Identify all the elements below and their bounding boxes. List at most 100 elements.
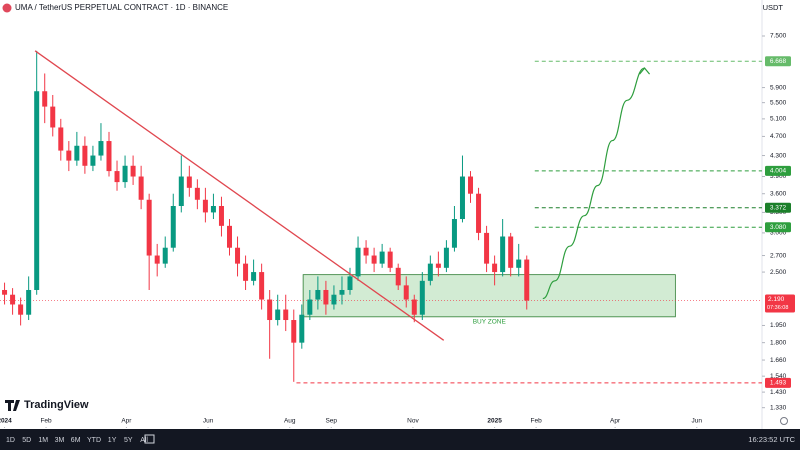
candle-body bbox=[2, 289, 8, 295]
y-tick-label: 1.330 bbox=[770, 404, 787, 411]
range-button[interactable]: 1M bbox=[38, 437, 48, 444]
candle-body bbox=[251, 272, 257, 281]
candle-body bbox=[411, 299, 417, 315]
toolbar bbox=[0, 429, 800, 450]
candle-body bbox=[476, 193, 482, 233]
candle-body bbox=[387, 251, 393, 268]
date-range-icon[interactable] bbox=[144, 434, 155, 444]
x-tick-label: Feb bbox=[531, 418, 543, 425]
y-tick-label: 1.950 bbox=[770, 322, 787, 329]
x-tick-label: Nov bbox=[407, 418, 419, 425]
candle-body bbox=[508, 236, 514, 268]
y-tick-label: 2.500 bbox=[770, 269, 787, 276]
candle-body bbox=[226, 225, 232, 248]
y-tick-label: 5.900 bbox=[770, 84, 787, 91]
candle-body bbox=[235, 247, 241, 264]
level-badge bbox=[765, 377, 791, 388]
candle-body bbox=[283, 309, 289, 321]
range-button[interactable]: 1D bbox=[6, 437, 15, 444]
x-tick-label: Jun bbox=[692, 418, 703, 425]
range-button[interactable]: YTD bbox=[87, 437, 101, 444]
level-badge bbox=[765, 56, 791, 67]
range-button[interactable]: All bbox=[140, 437, 148, 444]
candle-body bbox=[524, 259, 530, 301]
candle-body bbox=[315, 289, 321, 300]
candle-body bbox=[74, 145, 80, 161]
brand-logo: TradingView bbox=[5, 399, 89, 411]
symbol-icon bbox=[2, 3, 12, 13]
range-button[interactable]: 1Y bbox=[108, 437, 117, 444]
candle-body bbox=[347, 276, 353, 290]
symbol-title: UMA / TetherUS PERPETUAL CONTRACT · 1D ·… bbox=[15, 3, 228, 12]
candle-body bbox=[146, 199, 152, 256]
x-tick-label: Sep bbox=[325, 418, 337, 425]
y-tick-label: 3.900 bbox=[770, 173, 787, 180]
currency: USDT bbox=[763, 3, 784, 12]
plot: BUY ZONE 7.500 5.900 5.500 5.100 4.700 4.300 3.… bbox=[0, 33, 795, 428]
level-label: 3.372 bbox=[770, 204, 787, 211]
projection-arrow bbox=[639, 67, 651, 75]
candle-body bbox=[395, 267, 401, 286]
candle-body bbox=[210, 206, 216, 213]
candle-body bbox=[516, 259, 522, 268]
candle-body bbox=[34, 91, 40, 290]
y-tick-label: 5.500 bbox=[770, 99, 787, 106]
projection-path bbox=[542, 67, 645, 300]
candle-body bbox=[427, 263, 433, 281]
level-label: 1.493 bbox=[770, 380, 787, 387]
x-tick-label: Apr bbox=[121, 418, 132, 425]
candle-body bbox=[106, 141, 112, 172]
candle-body bbox=[371, 255, 377, 264]
level-badge bbox=[765, 202, 791, 213]
y-tick-label: 7.500 bbox=[770, 33, 787, 40]
candle-body bbox=[243, 263, 249, 281]
candle-body bbox=[218, 206, 224, 226]
candle-body bbox=[162, 247, 168, 264]
level-badge bbox=[765, 222, 791, 233]
candle-body bbox=[202, 199, 208, 213]
y-tick-label: 1.660 bbox=[770, 357, 787, 364]
candle-body bbox=[275, 309, 281, 321]
candle-body bbox=[18, 304, 24, 315]
range-button[interactable]: 6M bbox=[71, 437, 81, 444]
candle-body bbox=[98, 141, 104, 156]
candle-body bbox=[323, 289, 329, 305]
candle-body bbox=[484, 232, 490, 264]
buy-zone bbox=[302, 274, 676, 318]
candle-body bbox=[58, 127, 64, 151]
level-label: 4.004 bbox=[770, 168, 787, 175]
range-button[interactable]: 3M bbox=[55, 437, 65, 444]
y-tick-label: 2.700 bbox=[770, 252, 787, 259]
candle-body bbox=[130, 165, 136, 177]
candle-body bbox=[419, 280, 425, 315]
candle-body bbox=[42, 91, 48, 107]
last-price-label: 2.190 bbox=[768, 296, 785, 303]
candle-body bbox=[307, 299, 313, 315]
candle-body bbox=[339, 289, 345, 295]
candle-body bbox=[114, 171, 120, 183]
candle-body bbox=[459, 176, 465, 220]
candle-body bbox=[82, 145, 88, 166]
x-tick-label: Aug bbox=[284, 418, 296, 425]
candle-body bbox=[443, 247, 449, 268]
candle-body bbox=[178, 176, 184, 206]
range-button[interactable]: 5D bbox=[22, 437, 31, 444]
candle-body bbox=[267, 299, 273, 321]
y-tick-label: 4.300 bbox=[770, 152, 787, 159]
candle-body bbox=[291, 320, 297, 343]
brand-name: TradingView bbox=[24, 399, 89, 411]
level-badge bbox=[765, 165, 791, 176]
candle-body bbox=[170, 206, 176, 248]
y-tick-label: 1.800 bbox=[770, 339, 787, 346]
level-label: 6.668 bbox=[770, 58, 787, 65]
settings-icon[interactable] bbox=[780, 417, 788, 425]
range-buttons: 1D 5D 1M 3M 6M YTD 1Y 5Y All bbox=[6, 437, 148, 444]
clock: 16:23:52 UTC bbox=[748, 435, 795, 444]
x-tick-label: Jun bbox=[203, 418, 214, 425]
range-button[interactable]: 5Y bbox=[124, 437, 133, 444]
x-tick-label: 2024 bbox=[0, 418, 12, 425]
y-tick-label: 4.700 bbox=[770, 133, 787, 140]
candle-body bbox=[138, 176, 144, 200]
